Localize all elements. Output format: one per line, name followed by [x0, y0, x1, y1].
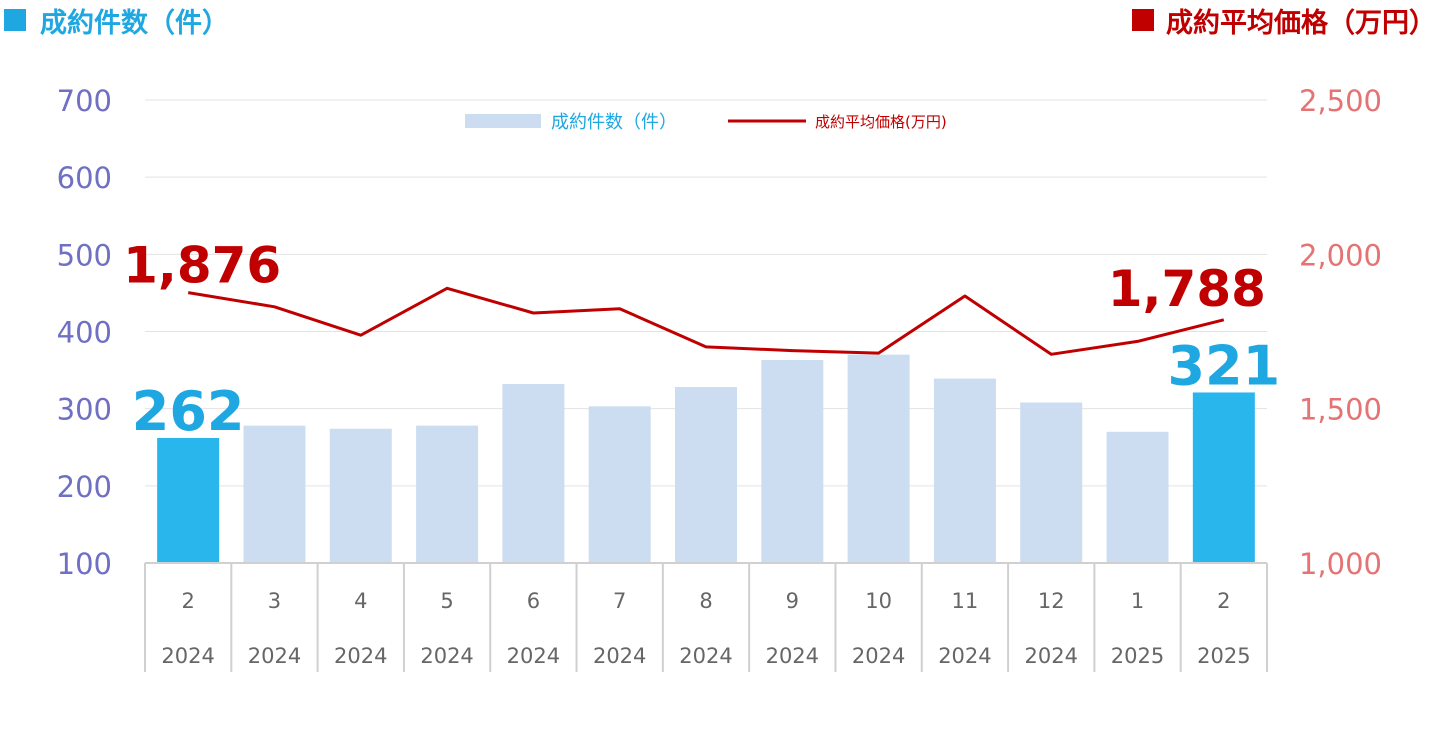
left-tick-label: 100 [57, 547, 112, 581]
bar [1106, 431, 1169, 563]
bar [675, 387, 737, 563]
month-label: 4 [354, 589, 367, 613]
legend-swatch-count [465, 114, 541, 128]
month-label: 5 [440, 589, 453, 613]
right-square-icon [1132, 9, 1154, 31]
month-label: 7 [613, 589, 626, 613]
left-square-icon [4, 9, 26, 31]
month-label: 1 [1131, 589, 1144, 613]
bar [1192, 392, 1255, 563]
year-label: 2024 [852, 644, 905, 668]
year-label: 2024 [679, 644, 732, 668]
bar [243, 425, 306, 563]
first-price-label: 1,876 [123, 237, 281, 295]
left-tick-label: 700 [57, 84, 112, 118]
year-label: 2024 [420, 644, 473, 668]
month-label: 12 [1038, 589, 1065, 613]
left-axis-title-text: 成約件数（件） [40, 7, 229, 39]
month-label: 2 [1217, 589, 1230, 613]
month-label: 2 [181, 589, 194, 613]
month-label: 8 [699, 589, 712, 613]
year-label: 2024 [766, 644, 819, 668]
price-line [187, 286, 1225, 356]
month-label: 6 [527, 589, 540, 613]
year-label: 2024 [161, 644, 214, 668]
right-tick-label: 2,500 [1299, 84, 1382, 118]
first-count-label: 262 [132, 380, 245, 443]
legend-label-price: 成約平均価格(万円) [815, 113, 947, 131]
left-axis-title: 成約件数（件） [4, 0, 229, 40]
month-label: 3 [268, 589, 281, 613]
right-tick-label: 2,000 [1299, 238, 1382, 272]
bar [933, 378, 996, 563]
bar [847, 354, 910, 563]
month-label: 10 [865, 589, 892, 613]
bar [416, 425, 479, 563]
left-tick-label: 300 [57, 393, 112, 427]
year-label: 2024 [938, 644, 991, 668]
year-label: 2024 [334, 644, 387, 668]
last-count-label: 321 [1167, 334, 1280, 397]
bar [761, 360, 824, 563]
right-axis-title: 成約平均価格（万円） [1132, 0, 1436, 40]
right-tick-label: 1,000 [1299, 547, 1382, 581]
year-label: 2024 [248, 644, 301, 668]
month-label: 11 [952, 589, 979, 613]
year-label: 2025 [1111, 644, 1164, 668]
right-axis-title-text: 成約平均価格（万円） [1166, 7, 1436, 39]
year-label: 2024 [593, 644, 646, 668]
bar [502, 383, 565, 563]
bar [329, 428, 392, 563]
year-label: 2025 [1197, 644, 1250, 668]
last-price-label: 1,788 [1108, 260, 1266, 318]
left-tick-label: 500 [57, 238, 112, 272]
left-tick-label: 200 [57, 470, 112, 504]
left-tick-label: 600 [57, 161, 112, 195]
bar [588, 406, 651, 563]
left-tick-label: 400 [57, 316, 112, 350]
year-label: 2024 [507, 644, 560, 668]
month-label: 9 [786, 589, 799, 613]
right-tick-label: 1,500 [1299, 393, 1382, 427]
bar [157, 437, 220, 563]
legend-label-count: 成約件数（件） [551, 112, 677, 133]
bar [1020, 402, 1083, 563]
year-label: 2024 [1025, 644, 1078, 668]
